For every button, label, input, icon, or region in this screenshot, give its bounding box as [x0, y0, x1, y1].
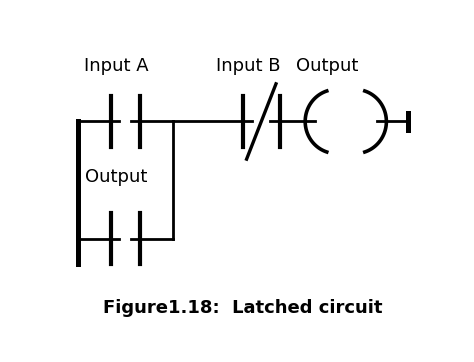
Text: Input A: Input A	[84, 57, 148, 75]
Text: Input B: Input B	[216, 57, 281, 75]
Text: Figure1.18:  Latched circuit: Figure1.18: Latched circuit	[103, 299, 383, 317]
Text: Output: Output	[85, 168, 147, 186]
Text: Output: Output	[296, 57, 359, 75]
